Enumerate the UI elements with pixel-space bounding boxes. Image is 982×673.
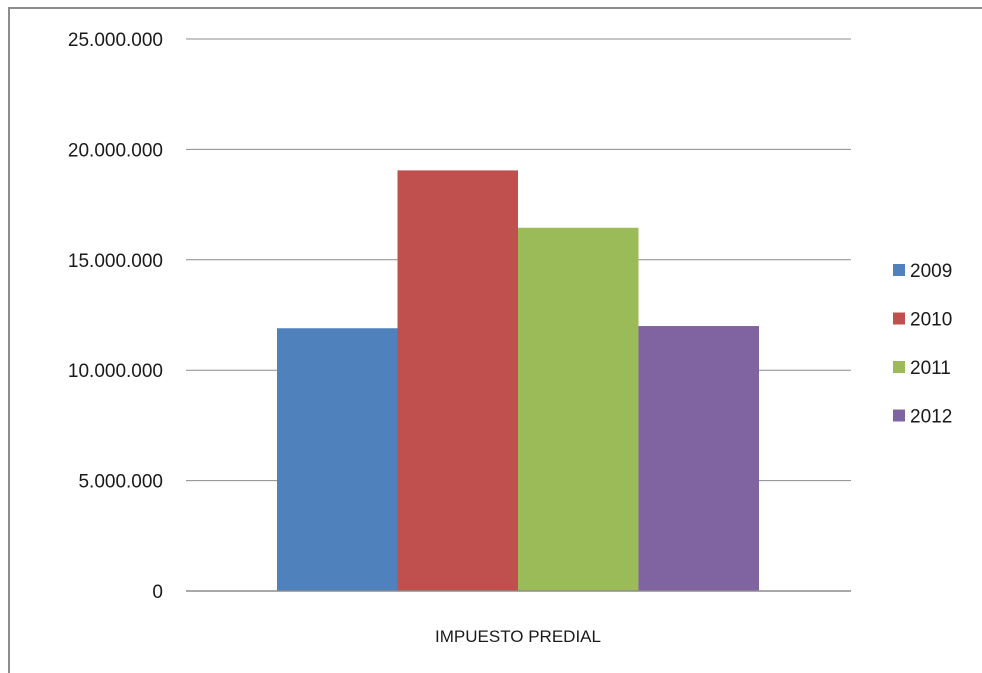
legend: 2009 2010 2011 2012 <box>893 261 952 428</box>
legend-swatch-2009 <box>893 264 905 276</box>
legend-label-2012: 2012 <box>910 407 952 428</box>
y-tick-label: 25.000.000 <box>68 30 163 51</box>
bar-2011 <box>518 227 639 591</box>
y-tick-label: 20.000.000 <box>68 140 163 161</box>
bar-2010 <box>397 170 518 591</box>
bars <box>277 170 759 591</box>
legend-swatch-2010 <box>893 312 905 325</box>
legend-label-2009: 2009 <box>910 261 952 282</box>
x-category-label: IMPUESTO PREDIAL <box>435 627 601 646</box>
y-tick-label: 10.000.000 <box>68 361 163 382</box>
legend-swatch-2011 <box>893 361 905 373</box>
legend-swatch-2012 <box>893 409 905 422</box>
legend-label-2011: 2011 <box>910 358 951 379</box>
bar-2009 <box>277 328 398 591</box>
y-axis-tick-labels: 0 5.000.000 10.000.000 15.000.000 20.000.000… <box>68 30 163 603</box>
y-tick-label: 15.000.000 <box>68 251 163 272</box>
y-tick-label: 0 <box>152 582 163 603</box>
y-tick-label: 5.000.000 <box>78 472 163 493</box>
legend-label-2010: 2010 <box>910 310 952 331</box>
x-axis: IMPUESTO PREDIAL <box>186 590 851 646</box>
bar-2012 <box>638 326 759 591</box>
